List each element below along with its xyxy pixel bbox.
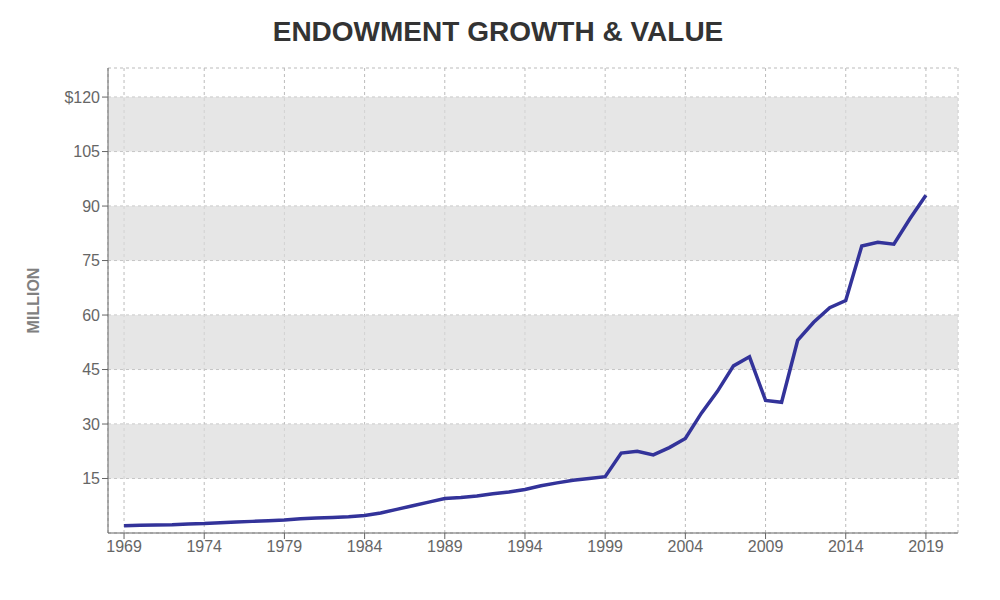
svg-text:60: 60 xyxy=(82,307,100,324)
svg-text:1984: 1984 xyxy=(347,538,383,555)
svg-text:2019: 2019 xyxy=(908,538,944,555)
svg-text:15: 15 xyxy=(82,470,100,487)
svg-text:MILLION: MILLION xyxy=(25,268,42,334)
svg-text:105: 105 xyxy=(73,143,100,160)
svg-text:1974: 1974 xyxy=(186,538,222,555)
svg-text:1989: 1989 xyxy=(427,538,463,555)
svg-text:1999: 1999 xyxy=(587,538,623,555)
svg-text:90: 90 xyxy=(82,198,100,215)
svg-text:2009: 2009 xyxy=(748,538,784,555)
svg-text:30: 30 xyxy=(82,416,100,433)
svg-text:2014: 2014 xyxy=(828,538,864,555)
svg-text:1979: 1979 xyxy=(267,538,303,555)
svg-text:2004: 2004 xyxy=(668,538,704,555)
html-text:ENDOWMENT GROWTH & VALUE: ENDOWMENT GROWTH & VALUE xyxy=(272,16,724,47)
svg-text:1994: 1994 xyxy=(507,538,543,555)
svg-text:$120: $120 xyxy=(64,89,100,106)
svg-text:1969: 1969 xyxy=(106,538,142,555)
svg-text:45: 45 xyxy=(82,361,100,378)
svg-text:75: 75 xyxy=(82,252,100,269)
